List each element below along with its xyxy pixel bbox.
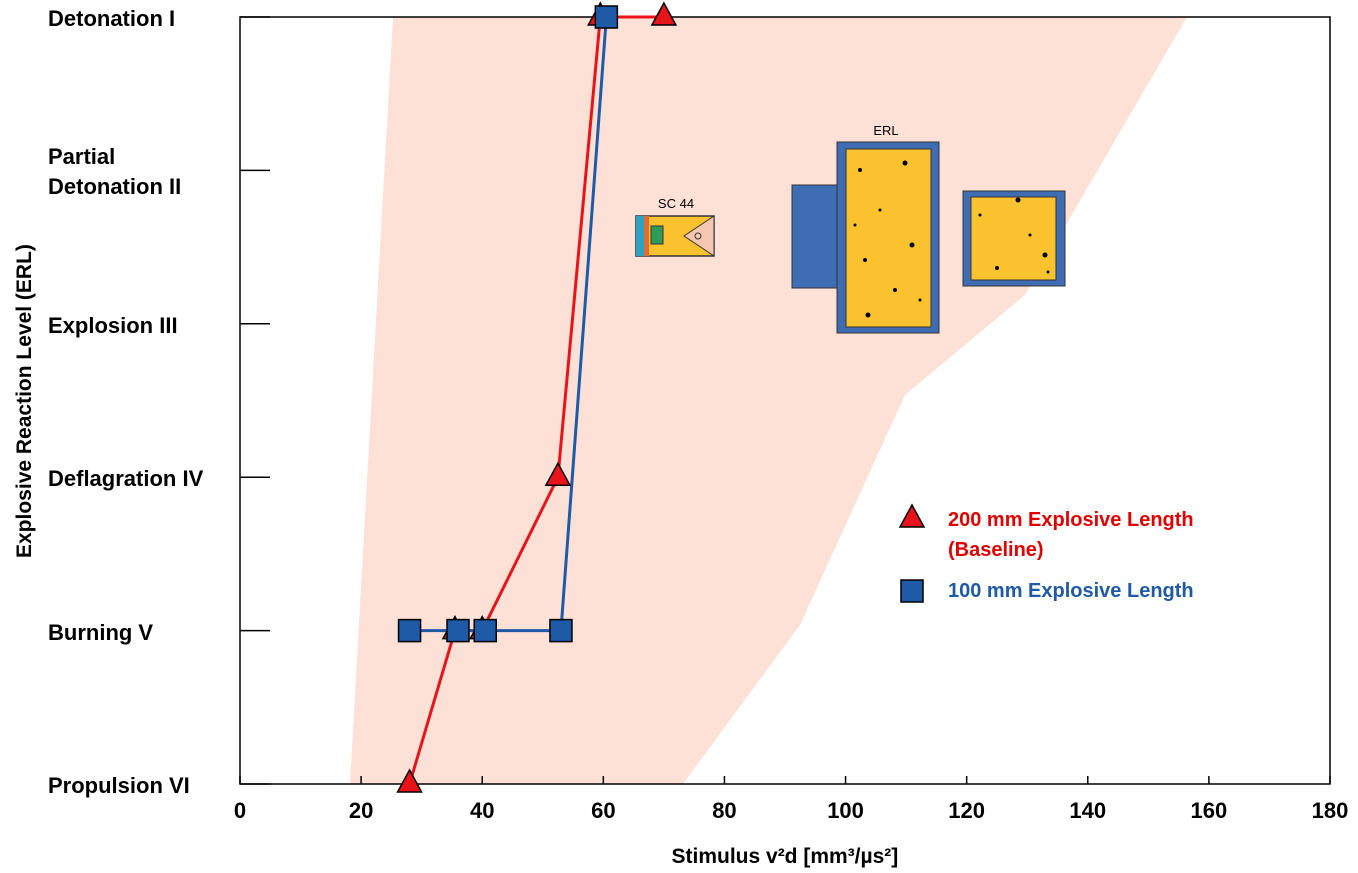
illustration-label: ERL (873, 123, 898, 138)
x-tick-label: 60 (573, 796, 633, 826)
y-tick-label: Propulsion VI (48, 771, 258, 801)
x-tick-label: 40 (452, 796, 512, 826)
y-tick-label: Partial Detonation II (48, 142, 218, 202)
x-tick-label: 80 (694, 796, 754, 826)
x-tick-label: 20 (331, 796, 391, 826)
legend-marker (900, 505, 924, 527)
legend-marker (901, 580, 923, 602)
x-tick-label: 100 (816, 796, 876, 826)
legend-label: 100 mm Explosive Length (948, 576, 1258, 606)
shaded-region (350, 17, 1187, 784)
legend-label: 200 mm Explosive Length (Baseline) (948, 505, 1258, 565)
data-point (399, 620, 421, 642)
y-tick-label: Detonation I (48, 4, 258, 34)
data-point (474, 620, 496, 642)
illustration-label: SC 44 (658, 196, 694, 211)
x-tick-label: 120 (937, 796, 997, 826)
x-axis-title: Stimulus v²d [mm³/µs²] (672, 842, 899, 872)
data-point (550, 620, 572, 642)
y-tick-label: Burning V (48, 618, 258, 648)
data-point (652, 3, 676, 25)
x-tick-label: 160 (1179, 796, 1239, 826)
chart: SC 44 ERL (0, 0, 1358, 873)
y-axis-title: Explosive Reaction Level (ERL) (10, 244, 40, 558)
y-tick-label: Deflagration IV (48, 464, 258, 494)
data-point (595, 6, 617, 28)
data-point (447, 620, 469, 642)
page: SC 44 ERL 020406080100120140160180Detona… (0, 0, 1358, 873)
x-tick-label: 180 (1300, 796, 1358, 826)
x-tick-label: 140 (1058, 796, 1118, 826)
y-tick-label: Explosion III (48, 311, 258, 341)
